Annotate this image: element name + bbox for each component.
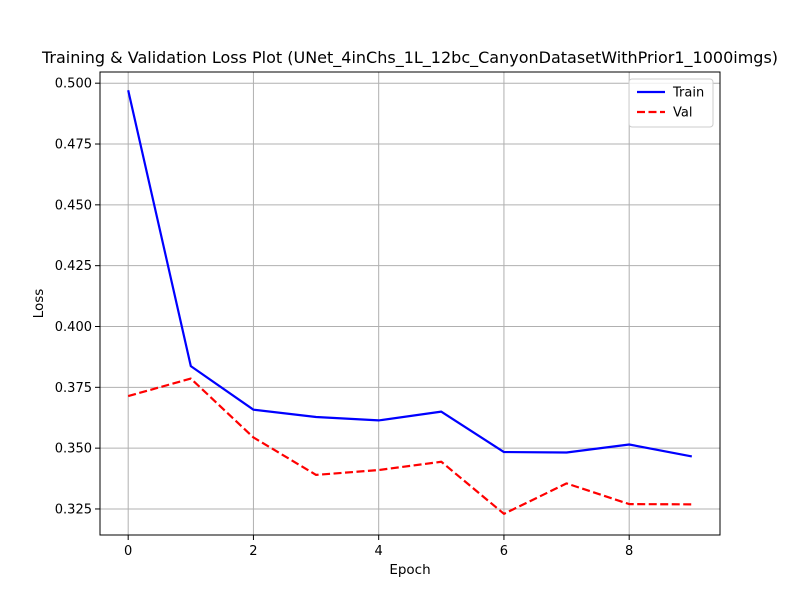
- series-line-val: [127, 377, 692, 515]
- ticks-layer: 0 2 4 6 8 0.325 0.350 0.375 0.400 0.425 0.450 0.475…: [55, 77, 634, 559]
- y-tick-label: 0.375: [55, 381, 92, 396]
- legend-label-val: Val: [673, 106, 692, 121]
- x-tick-label: 6: [500, 544, 508, 559]
- x-axis-label: Epoch: [389, 562, 430, 578]
- y-tick-label: 0.425: [55, 259, 92, 274]
- y-tick-label: 0.475: [55, 138, 92, 153]
- axes-frame: [99, 71, 721, 536]
- y-axis-label: Loss: [31, 289, 47, 319]
- x-tick-label: 2: [249, 544, 257, 559]
- y-tick-label: 0.400: [55, 320, 92, 335]
- legend: Train Val: [628, 78, 714, 128]
- x-tick-label: 8: [625, 544, 633, 559]
- y-tick-label: 0.500: [55, 77, 92, 92]
- y-tick-label: 0.325: [55, 502, 92, 517]
- legend-label-train: Train: [672, 86, 704, 101]
- x-tick-label: 0: [124, 544, 132, 559]
- series-line-train: [127, 90, 693, 458]
- x-tick-label: 4: [375, 544, 383, 559]
- y-tick-label: 0.450: [55, 198, 92, 213]
- grid-layer: [100, 72, 720, 535]
- chart-title: Training & Validation Loss Plot (UNet_4i…: [41, 48, 778, 68]
- y-tick-label: 0.350: [55, 442, 92, 457]
- series-layer: [127, 90, 693, 515]
